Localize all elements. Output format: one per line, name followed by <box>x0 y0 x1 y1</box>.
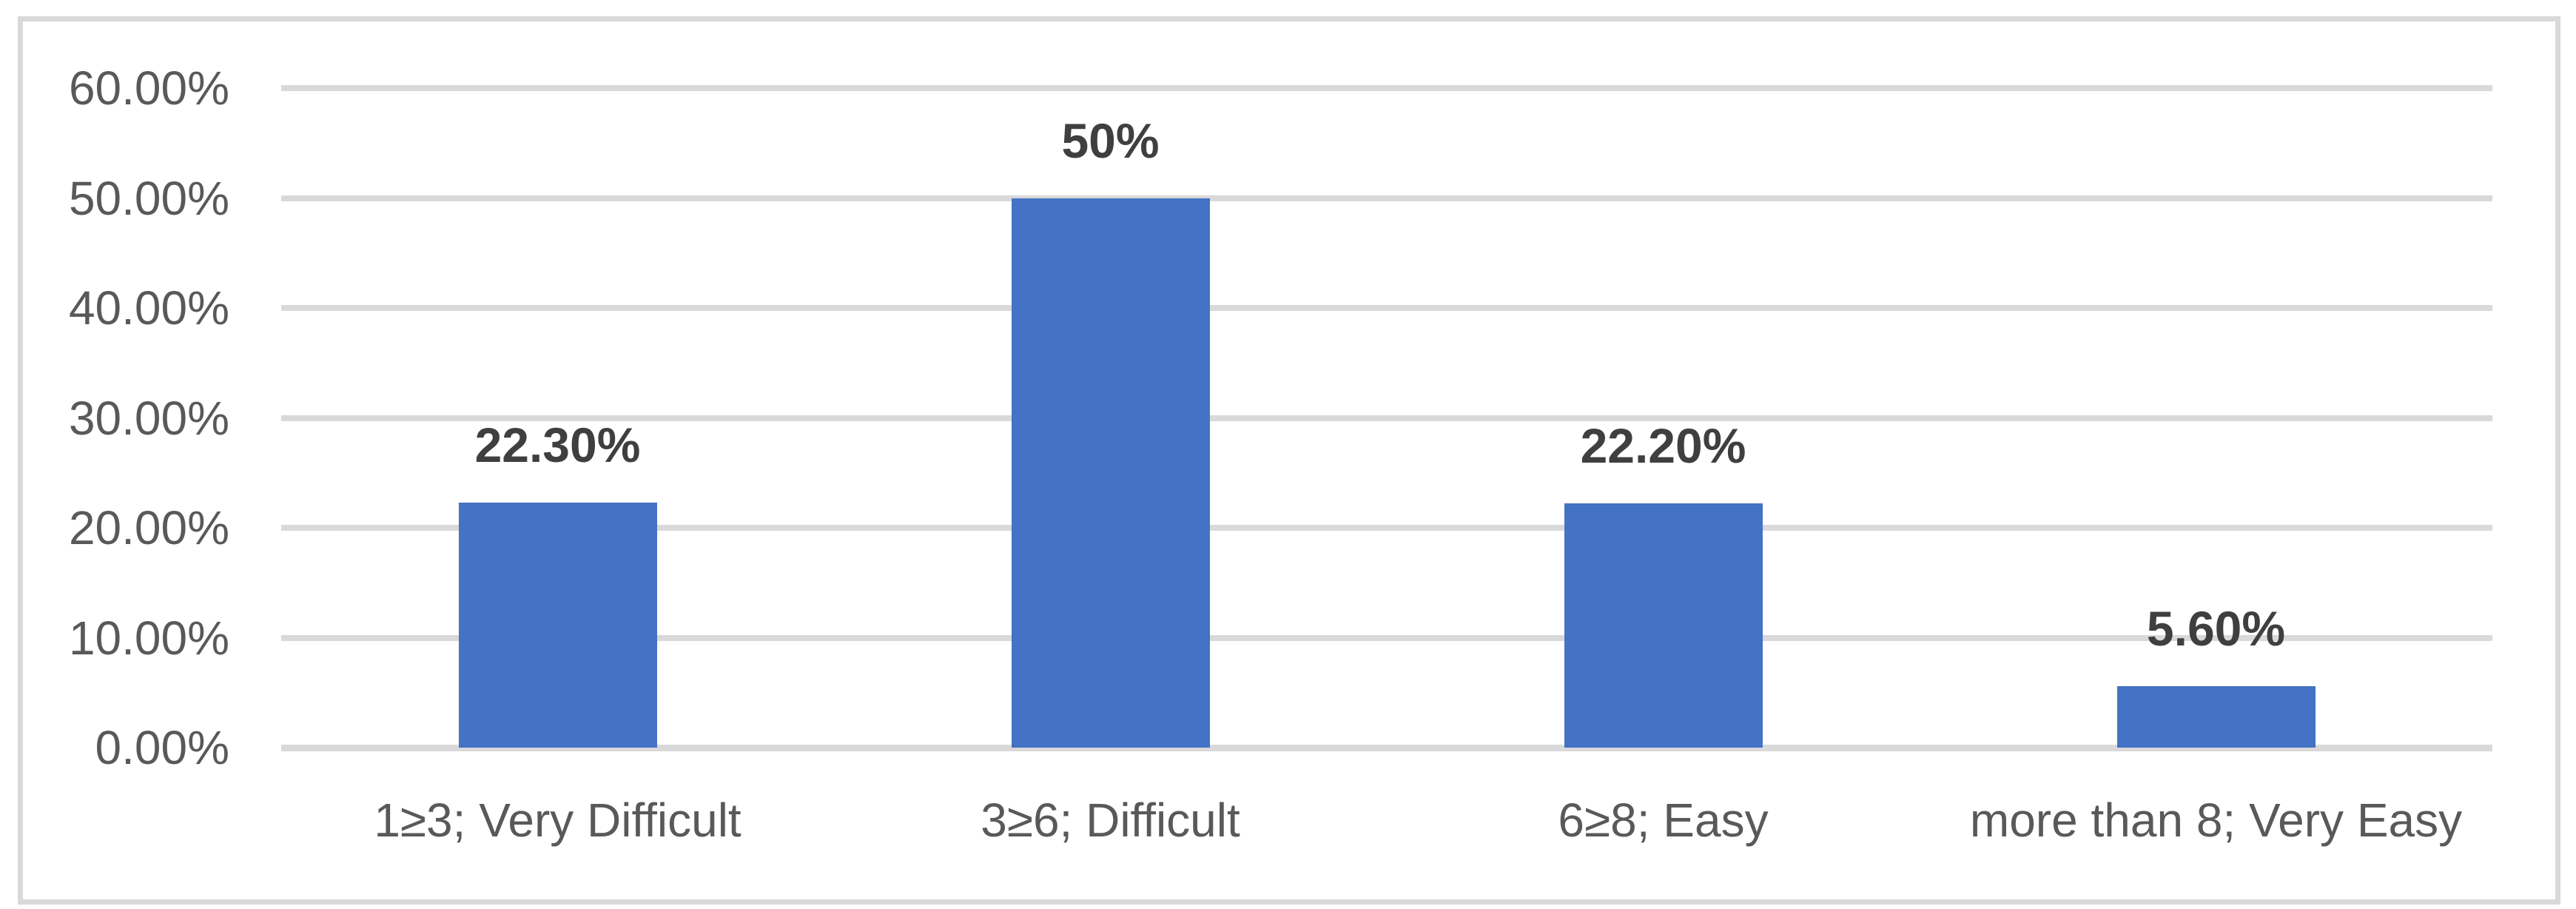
y-axis-tick-label: 30.00% <box>68 391 229 445</box>
x-axis-category-label: more than 8; Very Easy <box>1969 794 2463 847</box>
x-axis-category-label: 1≥3; Very Difficult <box>374 794 741 847</box>
gridline <box>281 415 2492 421</box>
gridline <box>281 305 2492 311</box>
y-axis-tick-label: 40.00% <box>68 281 229 335</box>
gridline <box>281 525 2492 531</box>
x-axis-line <box>281 745 2492 751</box>
bar <box>458 502 657 748</box>
gridline <box>281 85 2492 91</box>
x-axis-category-label: 3≥6; Difficult <box>981 794 1240 847</box>
y-axis-tick-label: 50.00% <box>68 171 229 225</box>
gridline <box>281 634 2492 641</box>
bar <box>2116 685 2316 748</box>
x-axis-category-label: 6≥8; Easy <box>1558 794 1769 847</box>
y-axis-tick-label: 20.00% <box>68 501 229 554</box>
y-axis-tick-label: 60.00% <box>68 61 229 115</box>
y-axis-tick-label: 10.00% <box>68 611 229 665</box>
bar <box>1564 503 1763 748</box>
bar-data-label: 22.30% <box>474 417 641 472</box>
bar <box>1011 198 1210 748</box>
chart-frame-border <box>18 16 2560 905</box>
y-axis-tick-label: 0.00% <box>95 721 229 774</box>
bar-data-label: 50% <box>1061 113 1160 168</box>
bar-data-label: 5.60% <box>2146 600 2286 656</box>
bar-data-label: 22.20% <box>1580 418 1746 474</box>
gridline <box>281 195 2492 201</box>
